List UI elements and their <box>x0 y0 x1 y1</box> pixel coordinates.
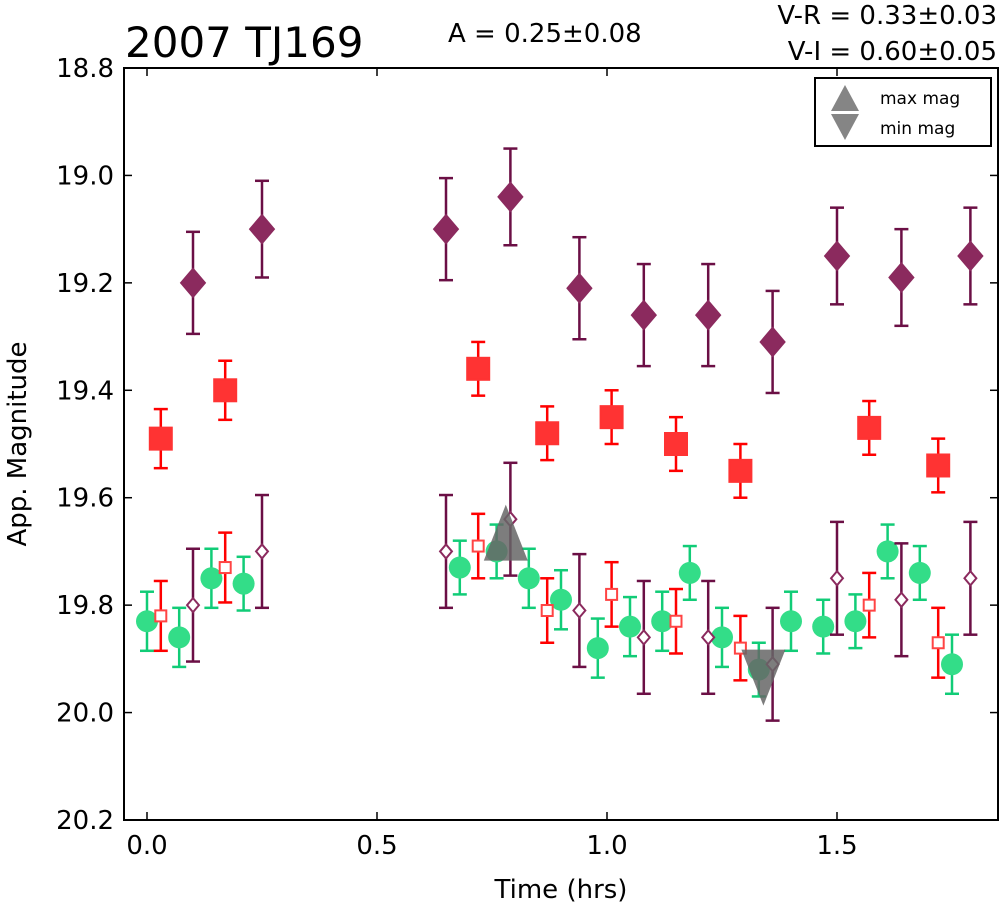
data-point-square <box>664 432 688 456</box>
y-axis-label: App. Magnitude <box>3 341 33 546</box>
data-point-diamond <box>957 240 984 272</box>
max-mag-triangle-up-icon <box>831 85 859 111</box>
data-point-diamond <box>572 601 587 620</box>
data-point-square <box>599 405 624 430</box>
series-3 <box>185 461 978 722</box>
data-point-diamond <box>894 591 909 609</box>
data-point-circle <box>876 540 899 563</box>
legend-label-max: max mag <box>880 89 960 109</box>
data-point-circle <box>711 626 733 649</box>
data-point-circle <box>812 615 835 638</box>
data-point-circle <box>908 561 931 584</box>
data-point-square <box>148 426 173 451</box>
x-tick-label: 1.5 <box>816 831 857 861</box>
y-tick-label: 20.0 <box>56 699 114 729</box>
color-index-vr: V-R = 0.33±0.03 <box>777 1 997 31</box>
max-mag-marker <box>483 504 528 561</box>
data-point-diamond <box>254 542 270 560</box>
series-2 <box>136 523 963 698</box>
data-point-square <box>926 453 951 478</box>
data-point-diamond <box>630 299 658 331</box>
data-point-circle <box>550 588 572 611</box>
data-point-square <box>862 598 876 612</box>
data-point-diamond <box>829 569 845 587</box>
data-point-square <box>218 561 232 575</box>
plot-area <box>136 147 984 722</box>
data-point-diamond <box>823 240 851 272</box>
data-point-circle <box>136 610 158 633</box>
chart-title: 2007 TJ169 <box>125 18 363 67</box>
series-4 <box>153 512 946 682</box>
data-point-circle <box>517 567 540 590</box>
y-tick-label: 19.6 <box>56 484 114 514</box>
data-point-square <box>605 587 619 601</box>
y-tick-label: 19.4 <box>56 376 114 406</box>
y-tick-label: 18.8 <box>56 54 114 84</box>
x-tick-label: 0.0 <box>126 831 167 861</box>
data-point-square <box>471 539 485 553</box>
series-1 <box>148 340 951 499</box>
legend: max mag min mag <box>814 77 992 147</box>
data-point-circle <box>448 556 471 579</box>
legend-label-min: min mag <box>880 119 955 139</box>
y-tick-label: 20.2 <box>56 806 114 836</box>
data-point-diamond <box>438 542 454 560</box>
y-axis: 18.8 19.0 19.2 19.4 19.6 19.8 20.0 20.2 <box>56 54 998 836</box>
data-point-diamond <box>963 569 978 587</box>
y-tick-label: 19.0 <box>56 161 114 191</box>
data-point-diamond <box>888 261 915 294</box>
data-point-circle <box>232 572 255 595</box>
min-mag-marker <box>741 649 786 706</box>
data-point-square <box>466 356 491 381</box>
y-tick-label: 19.8 <box>56 591 114 621</box>
data-point-square <box>540 604 554 618</box>
data-point-circle <box>651 610 674 633</box>
data-point-square <box>213 378 238 403</box>
x-tick-label: 1.0 <box>586 831 627 861</box>
data-point-circle <box>619 615 641 638</box>
x-axis-label: Time (hrs) <box>494 875 628 904</box>
data-point-square <box>728 458 753 483</box>
data-point-circle <box>200 567 223 590</box>
data-point-square <box>535 421 560 446</box>
data-point-diamond <box>248 213 276 245</box>
amplitude-label: A = 0.25±0.08 <box>448 19 642 49</box>
series-0 <box>179 147 984 395</box>
x-axis: 0.0 0.5 1.0 1.5 <box>126 68 858 861</box>
data-point-square <box>931 636 945 650</box>
data-point-diamond <box>566 272 593 304</box>
data-point-diamond <box>700 628 716 646</box>
color-index-vi: V-I = 0.60±0.05 <box>788 37 997 67</box>
data-point-diamond <box>497 181 524 213</box>
x-tick-label: 0.5 <box>356 831 397 861</box>
data-point-circle <box>780 610 802 633</box>
data-point-circle <box>844 610 867 633</box>
data-point-diamond <box>179 267 207 299</box>
data-point-circle <box>586 637 609 660</box>
data-point-diamond <box>185 596 201 614</box>
data-point-square <box>857 415 882 440</box>
data-point-circle <box>941 653 963 676</box>
data-point-square <box>733 641 747 655</box>
data-point-circle <box>168 626 191 649</box>
data-point-diamond <box>759 326 786 358</box>
data-point-diamond <box>694 299 722 331</box>
data-point-diamond <box>432 213 460 245</box>
data-point-diamond <box>636 628 652 646</box>
data-point-square <box>669 614 683 628</box>
axes-frame <box>123 67 999 821</box>
data-point-square <box>154 609 168 623</box>
y-tick-label: 19.2 <box>56 269 114 299</box>
min-mag-triangle-down-icon <box>831 114 859 140</box>
data-point-circle <box>678 561 701 584</box>
